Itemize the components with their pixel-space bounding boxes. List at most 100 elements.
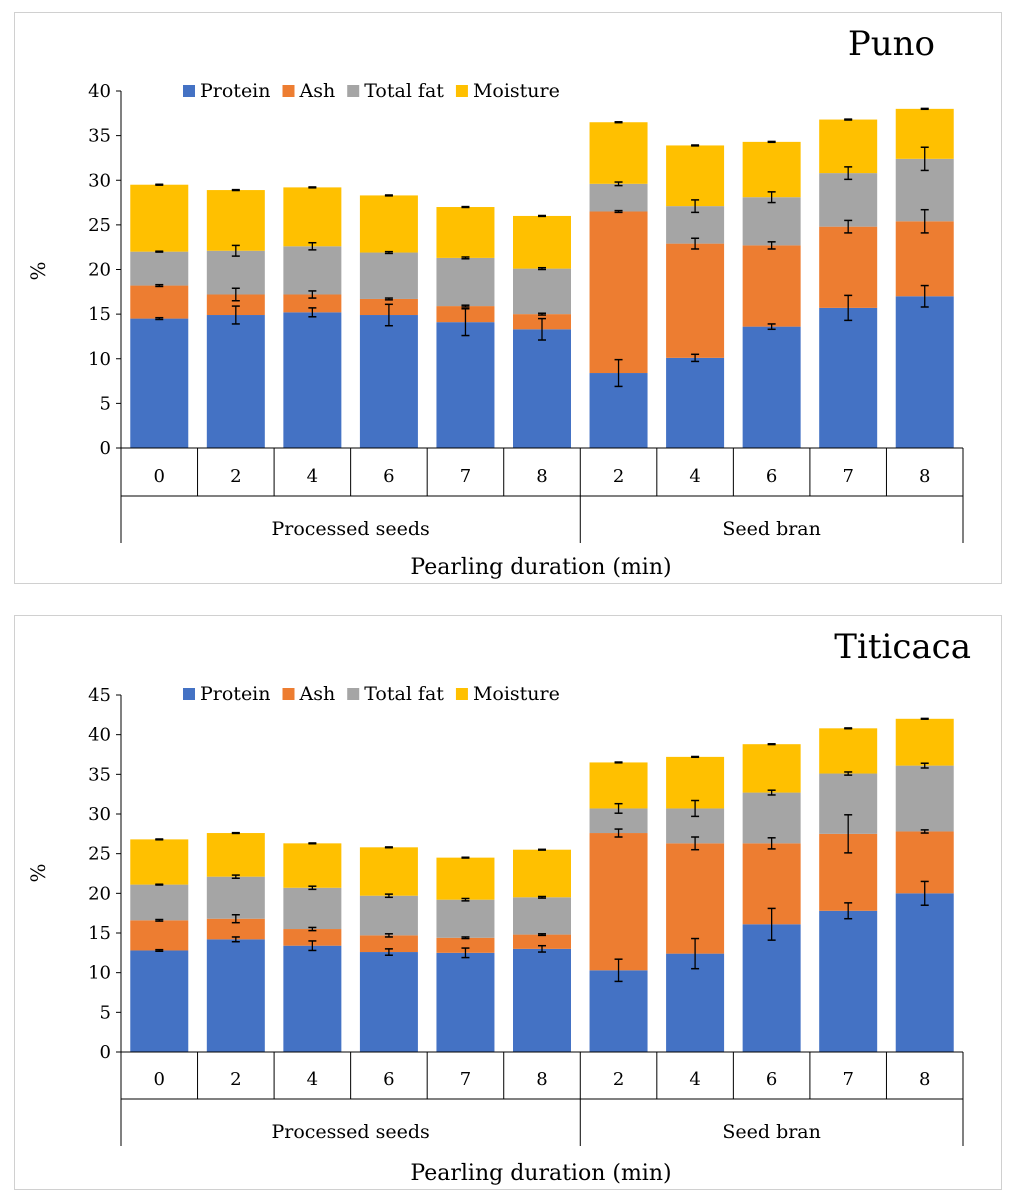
bar-ash <box>589 833 648 971</box>
puno-chart: Puno % Pearling duration (min) 051015202… <box>26 24 964 580</box>
legend-label-moisture: Moisture <box>473 683 560 705</box>
y-tick-label: 5 <box>100 1002 111 1023</box>
puno-chart-panel: Puno % Pearling duration (min) 0 5 10 15 20 2… <box>14 12 1002 584</box>
x-tick-label: 4 <box>689 1069 700 1090</box>
bar-fat <box>283 246 342 295</box>
y-tick-label: 25 <box>88 844 111 865</box>
bar-ash <box>513 934 571 949</box>
bar-protein <box>589 970 648 1052</box>
bar-ash <box>436 937 495 953</box>
bar-moisture <box>283 843 342 888</box>
bar-moisture <box>819 119 878 174</box>
bar-ash <box>819 226 878 308</box>
legend-label-fat: Total fat <box>364 683 444 705</box>
bar-fat <box>359 895 418 936</box>
chart-title: Puno <box>848 24 935 64</box>
bar-fat <box>130 251 189 286</box>
y-tick-label: 10 <box>88 349 111 370</box>
x-tick-label: 0 <box>154 466 165 487</box>
bar-ash <box>206 918 265 940</box>
x-tick-label: 7 <box>460 466 471 487</box>
bar-moisture <box>283 187 342 247</box>
bar-fat <box>283 887 342 930</box>
y-tick-label: 25 <box>88 215 111 236</box>
bar-moisture <box>436 207 495 258</box>
bar-moisture <box>130 184 189 252</box>
y-tick-label: 0 <box>100 1042 111 1063</box>
x-tick-label: 7 <box>842 466 853 487</box>
bar-protein <box>742 924 801 1052</box>
bar-fat <box>206 250 265 295</box>
bar-fat <box>819 173 878 227</box>
x-tick-label: 7 <box>842 1069 853 1090</box>
y-tick-label: 15 <box>88 304 111 325</box>
bar-moisture <box>895 718 954 766</box>
y-axis-label: % <box>26 863 50 882</box>
bar-protein <box>130 318 189 448</box>
x-tick-label: 0 <box>154 1069 165 1090</box>
legend-swatch-ash <box>282 688 295 700</box>
bar-ash <box>895 221 954 297</box>
bar-protein <box>666 953 725 1052</box>
x-tick-label: 4 <box>307 1069 318 1090</box>
x-tick-label: 8 <box>536 466 547 487</box>
bar-moisture <box>742 141 801 198</box>
x-tick-label: 4 <box>689 466 700 487</box>
legend-swatch-fat <box>347 85 360 97</box>
legend-swatch-fat <box>347 688 360 700</box>
bar-protein <box>666 357 725 448</box>
bar-ash <box>359 935 418 953</box>
x-tick-label: 8 <box>919 1069 930 1090</box>
bar-moisture <box>206 833 265 877</box>
bar-moisture <box>742 744 801 793</box>
bar-protein <box>895 296 954 448</box>
bar-moisture <box>359 195 418 253</box>
y-tick-label: 20 <box>88 260 111 281</box>
bar-protein <box>359 952 418 1052</box>
x-group-label: Processed seeds <box>271 1121 429 1143</box>
legend-swatch-moisture <box>455 688 468 700</box>
bar-fat <box>742 792 801 844</box>
x-axis-title: Pearling duration (min) <box>410 555 671 580</box>
x-tick-label: 6 <box>766 1069 777 1090</box>
y-tick-label: 0 <box>100 438 111 459</box>
x-tick-label: 6 <box>766 466 777 487</box>
bar-protein <box>895 893 954 1052</box>
bar-moisture <box>513 849 571 898</box>
bar-ash <box>589 211 648 374</box>
bar-ash <box>206 294 265 316</box>
bar-protein <box>283 945 342 1052</box>
bar-protein <box>742 326 801 448</box>
legend-swatch-protein <box>183 85 195 97</box>
legend-label-ash: Ash <box>299 80 336 102</box>
bar-ash <box>283 294 342 313</box>
bar-protein <box>819 910 878 1052</box>
x-tick-label: 7 <box>460 1069 471 1090</box>
y-axis-label: % <box>26 261 50 280</box>
bar-protein <box>359 315 418 448</box>
bar-moisture <box>359 847 418 896</box>
x-group-label: Processed seeds <box>271 518 429 540</box>
bar-moisture <box>819 728 878 774</box>
bar-protein <box>283 312 342 448</box>
titicaca-chart-panel: Titicaca % Pearling duration (min) 0 5 10 1… <box>14 615 1002 1190</box>
bar-moisture <box>436 857 495 900</box>
legend-swatch-ash <box>282 85 295 97</box>
bar-protein <box>513 948 571 1052</box>
bar-fat <box>742 197 801 246</box>
bar-fat <box>513 268 571 315</box>
bar-fat <box>436 899 495 938</box>
y-tick-label: 15 <box>88 923 111 944</box>
y-tick-label: 30 <box>88 170 111 191</box>
x-tick-label: 6 <box>383 466 394 487</box>
y-tick-label: 45 <box>88 685 111 706</box>
bar-protein <box>819 307 878 448</box>
bar-protein <box>206 939 265 1052</box>
bar-ash <box>742 245 801 327</box>
titicaca-chart: Titicaca % Pearling duration (min) 0 5 10 1… <box>26 627 971 1186</box>
bar-moisture <box>666 145 725 207</box>
y-tick-label: 30 <box>88 804 111 825</box>
bar-protein <box>513 329 571 448</box>
x-tick-label: 2 <box>230 466 241 487</box>
bar-fat <box>589 183 648 212</box>
